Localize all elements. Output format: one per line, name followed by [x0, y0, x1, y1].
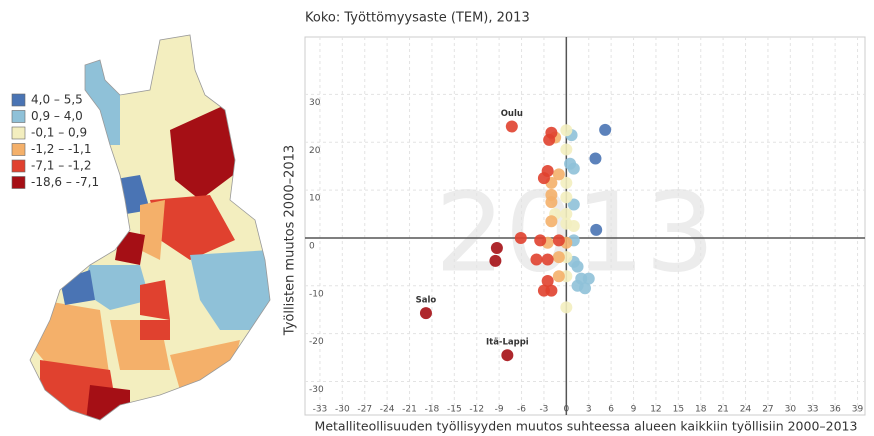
scatter-plot: 2013-33-30-27-24-21-18-15-12-9-6-3036912…	[304, 36, 866, 416]
x-tick-label: -24	[380, 405, 395, 415]
watermark: 2013	[435, 168, 715, 296]
legend-swatch	[11, 110, 26, 123]
x-tick-label: -9	[495, 405, 504, 415]
data-point	[552, 270, 565, 283]
data-point	[545, 215, 558, 228]
x-tick-label: 6	[608, 405, 614, 415]
x-tick-label: 24	[740, 405, 752, 415]
chart-title: Koko: Työttömyysaste (TEM), 2013	[305, 11, 530, 26]
y-tick-label: -20	[309, 337, 324, 347]
legend-label: 4,0 – 5,5	[31, 93, 83, 107]
x-tick-label: 27	[762, 405, 773, 415]
data-point	[567, 162, 580, 175]
x-tick-label: -12	[469, 405, 484, 415]
legend: 4,0 – 5,5 0,9 – 4,0 -0,1 – 0,9 -1,2 – -1,1 -…	[11, 93, 99, 189]
x-tick-label: 30	[785, 405, 797, 415]
data-point	[560, 191, 573, 204]
map-outline	[29, 34, 271, 421]
x-tick-label: 39	[852, 405, 864, 415]
x-tick-label: 33	[807, 405, 818, 415]
data-point	[560, 124, 573, 137]
y-tick-label: 30	[309, 98, 321, 108]
data-point	[589, 152, 602, 165]
legend-label: 0,9 – 4,0	[31, 109, 83, 123]
x-tick-label: -21	[402, 405, 417, 415]
point-label: Itä-Lappi	[486, 338, 529, 348]
x-tick-label: -15	[447, 405, 462, 415]
data-point	[541, 275, 554, 288]
data-point	[599, 123, 612, 136]
data-point	[560, 143, 573, 156]
data-point	[489, 254, 502, 267]
legend-label: -7,1 – -1,2	[31, 159, 91, 173]
x-tick-label: 21	[717, 405, 728, 415]
y-tick-label: 10	[309, 194, 321, 204]
data-point	[545, 196, 558, 209]
data-point	[552, 168, 565, 181]
x-tick-label: 15	[673, 405, 684, 415]
data-point	[579, 282, 591, 295]
y-tick-label: -30	[309, 385, 324, 395]
plot-area	[304, 36, 866, 416]
data-point	[552, 251, 565, 264]
data-point	[514, 231, 527, 244]
data-point	[537, 284, 550, 297]
x-tick-label: -33	[313, 405, 328, 415]
data-point	[505, 120, 518, 133]
data-point	[590, 223, 603, 236]
data-point	[567, 198, 580, 211]
data-point	[541, 253, 554, 266]
legend-swatch	[11, 93, 26, 107]
x-tick-label: -6	[517, 405, 526, 415]
data-point	[560, 208, 573, 221]
y-tick-label: 20	[309, 146, 321, 156]
y-tick-label: 0	[309, 241, 315, 251]
data-point	[560, 176, 573, 189]
data-point	[567, 220, 580, 232]
x-tick-label: 18	[695, 405, 707, 415]
point-label: Salo	[416, 296, 437, 306]
x-tick-label: -30	[335, 405, 350, 415]
legend-swatch	[11, 159, 26, 173]
legend-swatch	[11, 176, 26, 189]
point-label: Oulu	[501, 109, 523, 119]
x-tick-label: -3	[539, 405, 548, 415]
legend-label: -18,6 – -7,1	[31, 175, 99, 189]
data-point	[490, 242, 503, 255]
data-point	[419, 307, 432, 320]
data-point	[530, 253, 543, 266]
legend-swatch	[11, 126, 26, 140]
x-axis-label: Metalliteollisuuden työllisyyden muutos …	[315, 419, 858, 434]
y-tick-label: -10	[309, 289, 324, 299]
x-tick-label: -27	[357, 405, 372, 415]
x-tick-label: 3	[586, 405, 592, 415]
data-point	[537, 172, 550, 185]
data-point	[534, 234, 547, 247]
data-point	[560, 301, 573, 314]
data-point	[552, 234, 565, 247]
legend-label: -1,2 – -1,1	[31, 142, 91, 156]
data-point	[571, 260, 584, 273]
data-point	[501, 349, 514, 362]
x-tick-label: -18	[425, 405, 440, 415]
legend-swatch	[11, 143, 26, 156]
x-tick-label: 36	[829, 405, 841, 415]
y-axis-label: Työllisten muutos 2000–2013	[283, 145, 298, 336]
data-point	[575, 272, 588, 285]
legend-label: -0,1 – 0,9	[31, 126, 87, 140]
x-tick-label: 12	[650, 405, 661, 415]
map	[30, 35, 270, 420]
x-tick-label: 9	[631, 405, 637, 415]
data-point	[543, 133, 556, 146]
